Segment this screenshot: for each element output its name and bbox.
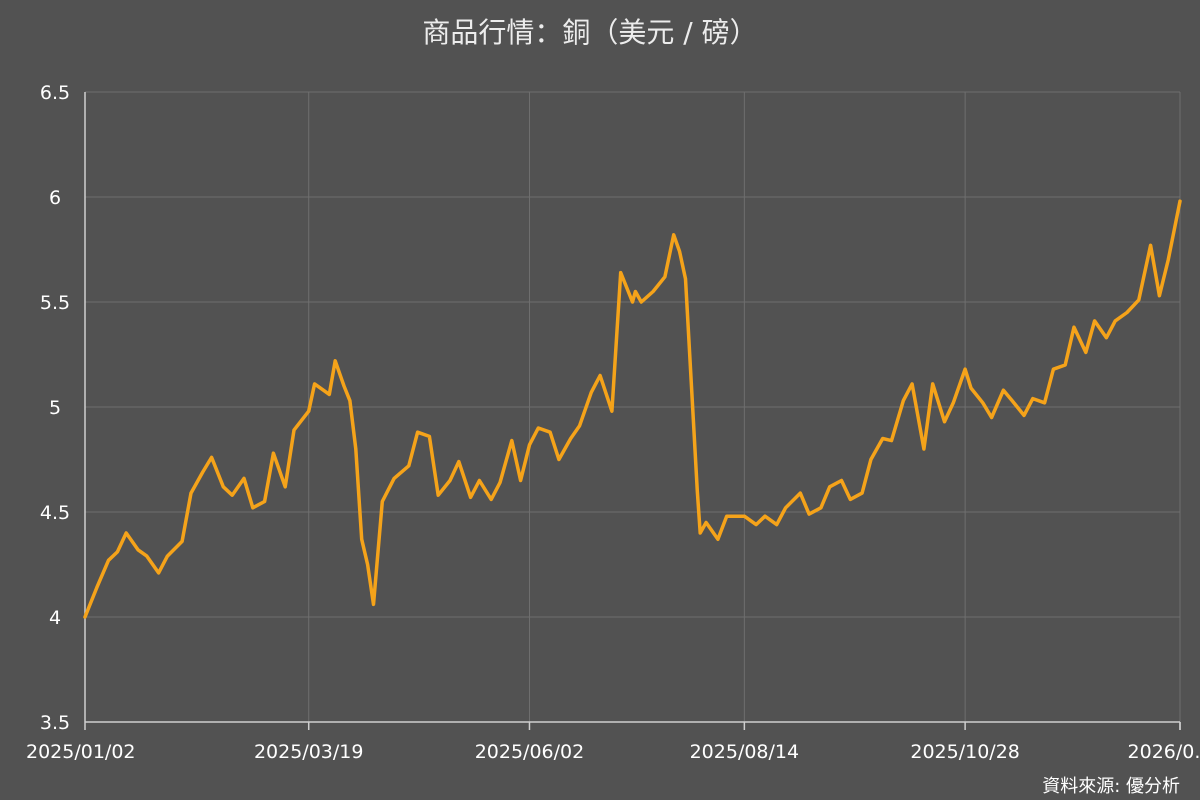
y-tick-label: 6.5 [40, 82, 70, 104]
series-layer [83, 199, 1182, 619]
x-tick-label: 2025/06/02 [475, 741, 585, 763]
x-tick-label: 2025/03/19 [254, 741, 364, 763]
y-tick-label: 5.5 [40, 292, 70, 314]
y-tick-label: 4 [49, 607, 61, 629]
y-tick-label: 6 [49, 187, 61, 209]
tick-labels: 3.5 4 4.5 5 5.5 6 6.5 2025/01/02 2025/03/19 2025/… [26, 82, 1200, 763]
gridlines [85, 91, 1181, 722]
x-tick-label: 2025/01/02 [26, 741, 136, 763]
x-tick-label: 2026/0... [1128, 741, 1200, 763]
y-tick-label: 5 [49, 397, 61, 419]
source-label: 資料來源: 優分析 [1042, 776, 1180, 797]
x-tick-label: 2025/08/14 [690, 741, 800, 763]
chart-title: 商品行情：銅（美元 / 磅） [422, 16, 757, 49]
axes [84, 92, 1181, 730]
y-tick-label: 3.5 [40, 712, 70, 734]
series-line-copper [83, 199, 1182, 619]
y-tick-label: 4.5 [40, 502, 70, 524]
x-tick-label: 2025/10/28 [910, 741, 1020, 763]
